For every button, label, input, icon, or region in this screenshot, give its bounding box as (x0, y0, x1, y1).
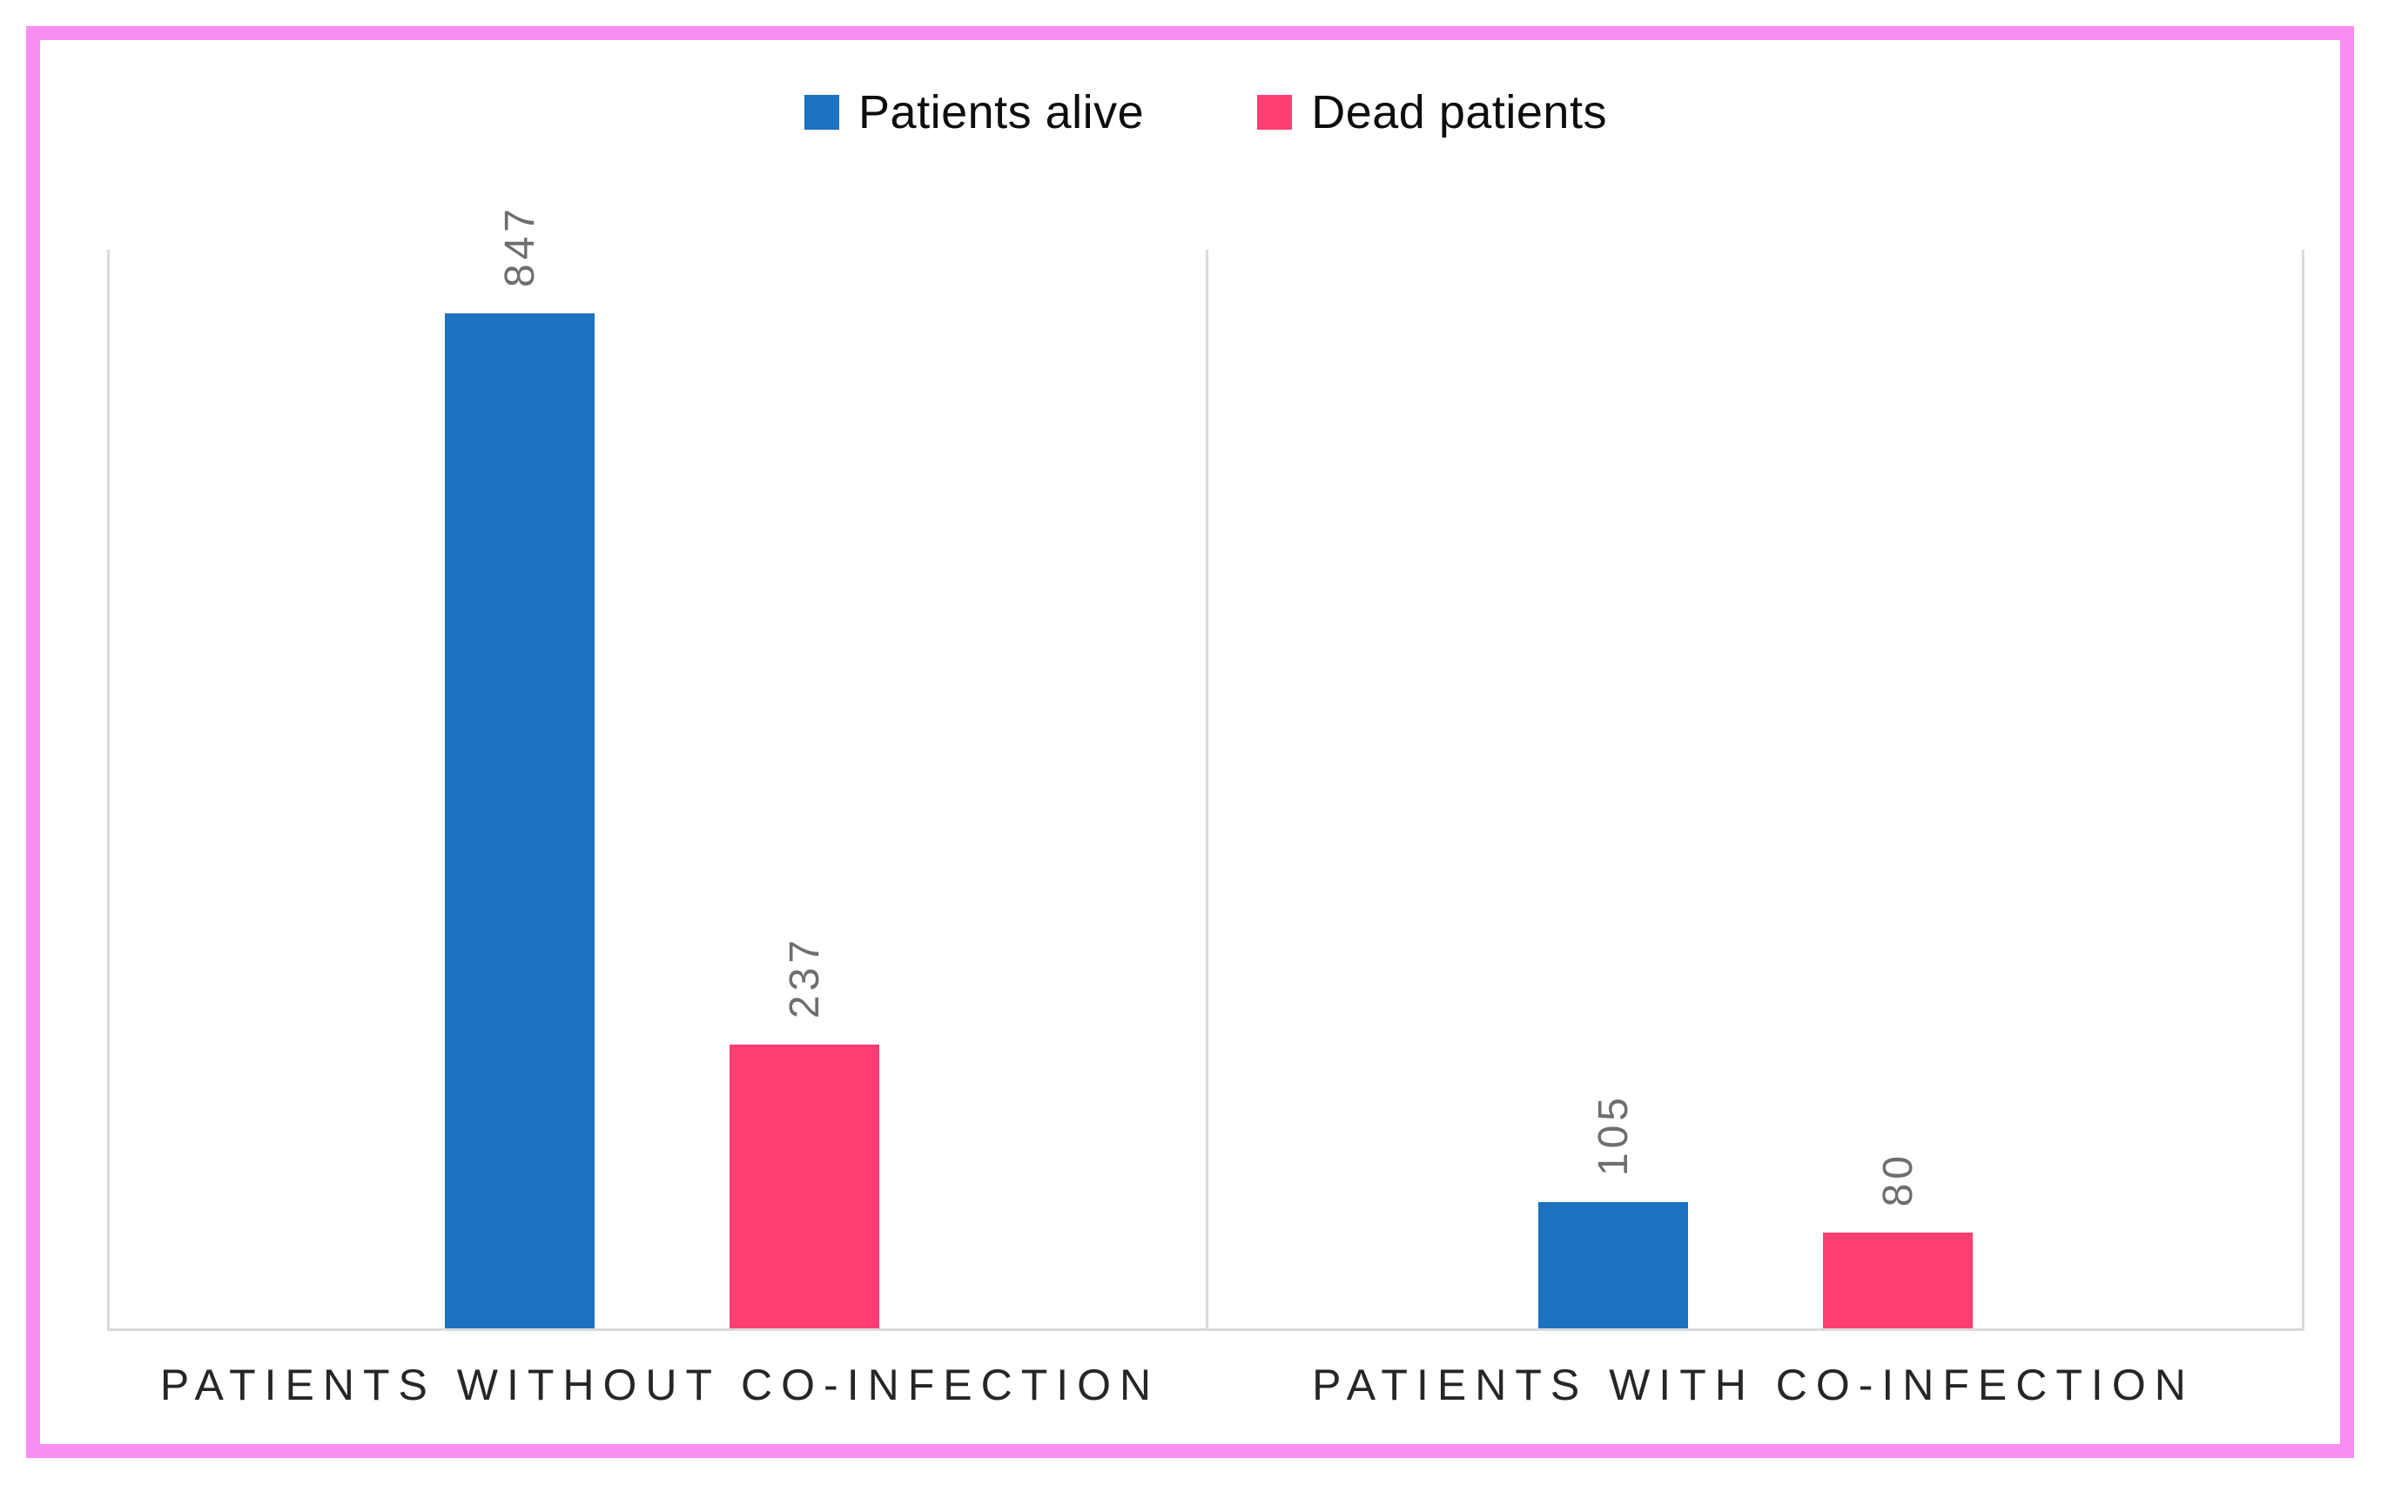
bar-dead-patients-patients-without-co-infection (730, 1045, 879, 1328)
bar-value-label: 105 (1591, 1092, 1637, 1176)
x-axis-line (107, 1328, 2304, 1331)
legend-item-patients-alive: Patients alive (804, 85, 1144, 139)
bar-value-label: 237 (782, 935, 828, 1018)
plot-edge-line (2302, 250, 2304, 1328)
legend-swatch-icon (1257, 95, 1293, 130)
legend-swatch-icon (804, 95, 840, 130)
bar-patients-alive-patients-with-co-infection (1538, 1202, 1688, 1328)
category-label-patients-with-co-infection: PATIENTS WITH CO-INFECTION (1312, 1361, 2195, 1409)
legend-item-dead-patients: Dead patients (1257, 85, 1607, 139)
bar-value-label: 80 (1875, 1151, 1921, 1206)
category-divider-line (1206, 250, 1208, 1328)
plot-edge-line (107, 250, 110, 1328)
category-label-patients-without-co-infection: PATIENTS WITHOUT CO-INFECTION (159, 1361, 1160, 1409)
bar-patients-alive-patients-without-co-infection (445, 313, 595, 1328)
bar-value-label: 847 (497, 204, 543, 287)
legend-label: Dead patients (1311, 86, 1607, 138)
chart-border-frame (26, 26, 2354, 1458)
legend-label: Patients alive (858, 86, 1145, 138)
bar-dead-patients-patients-with-co-infection (1823, 1233, 1973, 1328)
legend: Patients alive Dead patients (107, 85, 2304, 139)
